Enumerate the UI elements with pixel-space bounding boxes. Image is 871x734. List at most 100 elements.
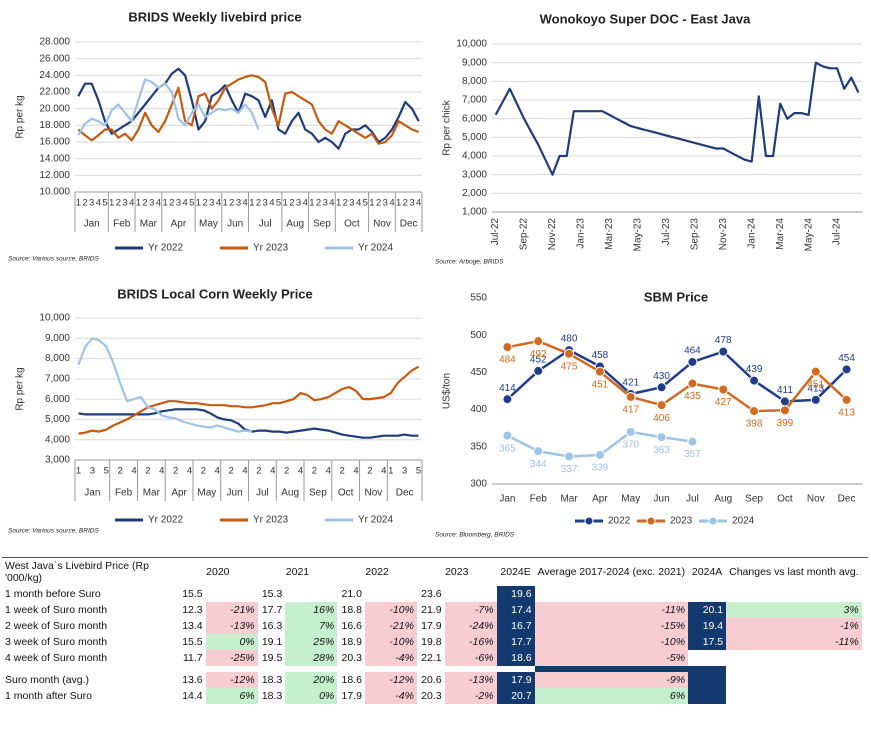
x-tick-label: 2 xyxy=(82,198,87,209)
point-marker xyxy=(749,375,760,386)
point-marker xyxy=(533,365,544,376)
empty-cell xyxy=(206,586,258,602)
x-tick-label: 2 xyxy=(173,466,178,477)
series-line xyxy=(494,61,860,176)
month-label: Jan xyxy=(84,219,100,230)
chart-title: SBM Price xyxy=(644,289,708,304)
spacer-cell xyxy=(688,666,727,672)
x-tick-label: 3 xyxy=(349,198,354,209)
month-label: Jun xyxy=(227,488,243,499)
x-tick-label: 2 xyxy=(340,466,345,477)
x-tick-label: 2 xyxy=(117,466,122,477)
value-cell: 11.7 xyxy=(182,652,203,664)
value-cell: 19.8 xyxy=(421,636,442,648)
mom-change-cell: -1% xyxy=(726,618,862,634)
data-label: 417 xyxy=(622,405,639,416)
x-tick-label: 2 xyxy=(201,466,206,477)
data-label: 451 xyxy=(807,379,824,390)
chart-title: BRIDS Weekly livebird price xyxy=(128,9,301,24)
y-tick-label: 6,000 xyxy=(45,394,70,405)
spacer-cell xyxy=(534,666,689,672)
y-axis-label: US$/ton xyxy=(442,373,453,409)
data-label: 370 xyxy=(622,440,639,451)
legend-label: Yr 2023 xyxy=(253,243,288,254)
series-line xyxy=(77,78,260,136)
data-label: 399 xyxy=(777,418,794,429)
series-line xyxy=(78,408,419,439)
month-label: Aug xyxy=(286,219,304,230)
x-tick-label: 5 xyxy=(363,198,368,209)
source-note: Source: Various source, BRIDS xyxy=(8,256,99,263)
actual-cell xyxy=(688,672,727,688)
x-tick-label: Apr xyxy=(592,494,608,505)
data-label: 484 xyxy=(499,355,516,366)
y-tick-label: 450 xyxy=(470,367,487,378)
x-tick-label: 2 xyxy=(169,198,174,209)
y-tick-label: 500 xyxy=(470,330,487,341)
point-marker xyxy=(533,446,544,457)
change-cell: 0% xyxy=(285,688,338,704)
y-tick-label: 5,000 xyxy=(462,132,487,143)
header-year: 2021 xyxy=(285,566,310,578)
data-label: 337 xyxy=(561,464,578,475)
point-marker xyxy=(687,356,698,367)
actual-cell xyxy=(688,688,727,704)
y-tick-label: 16.000 xyxy=(39,137,70,148)
source-note: Source: Bloomberg, BRIDS xyxy=(435,532,515,539)
header-year: 2022 xyxy=(365,566,389,578)
legend-label: Yr 2024 xyxy=(358,515,393,526)
x-tick-label: 3 xyxy=(122,198,127,209)
mom-change-cell: 3% xyxy=(726,602,862,618)
empty-cell xyxy=(445,586,497,602)
data-label: 413 xyxy=(838,408,855,419)
point-marker xyxy=(779,405,790,416)
x-tick-label: Nov-22 xyxy=(547,218,558,251)
month-label: Aug xyxy=(281,488,299,499)
month-label: Mar xyxy=(143,488,161,499)
actual-cell xyxy=(688,650,726,666)
x-tick-label: Aug xyxy=(714,494,732,505)
x-tick-label: 4 xyxy=(96,198,101,209)
avg-cell: -9% xyxy=(534,672,689,688)
point-marker xyxy=(502,430,513,441)
value-cell: 17.9 xyxy=(421,620,442,632)
legend-marker xyxy=(708,516,718,526)
header-year: 2023 xyxy=(445,566,469,578)
y-tick-label: 18.000 xyxy=(39,120,70,131)
x-tick-label: 3 xyxy=(296,198,301,209)
y-tick-label: 10,000 xyxy=(39,313,70,324)
estimate-cell: 20.7 xyxy=(496,688,535,704)
month-label: Oct xyxy=(344,219,360,230)
header-e2024: 2024E xyxy=(500,566,531,578)
value-cell: 15.3 xyxy=(261,588,283,600)
x-tick-label: 3 xyxy=(209,198,214,209)
point-marker xyxy=(718,384,729,395)
x-tick-label: Jul xyxy=(686,494,699,505)
x-tick-label: 1 xyxy=(136,198,141,209)
x-tick-label: 2 xyxy=(256,466,261,477)
estimate-cell: 17.7 xyxy=(496,634,535,650)
y-tick-label: 5,000 xyxy=(45,414,70,425)
y-tick-label: 10.000 xyxy=(39,187,70,198)
x-tick-label: May-23 xyxy=(633,218,644,252)
month-label: Dec xyxy=(400,219,418,230)
y-tick-label: 4,000 xyxy=(45,434,70,445)
x-tick-label: 4 xyxy=(187,466,192,477)
series-line xyxy=(78,365,420,435)
spacer-cell xyxy=(862,666,868,672)
data-label: 398 xyxy=(746,419,763,430)
x-tick-label: 3 xyxy=(323,198,328,209)
x-tick-label: 4 xyxy=(416,198,421,209)
chart-title: BRIDS Local Corn Weekly Price xyxy=(117,286,313,301)
x-tick-label: 3 xyxy=(89,198,94,209)
value-cell: 18.6 xyxy=(341,674,362,686)
point-marker xyxy=(625,426,636,437)
month-label: Mar xyxy=(140,219,158,230)
data-label: 357 xyxy=(684,449,701,460)
value-cell: 15.5 xyxy=(182,588,203,600)
y-tick-label: 300 xyxy=(470,479,487,490)
point-marker xyxy=(841,364,852,375)
spacer-row xyxy=(2,666,868,672)
x-tick-label: 1 xyxy=(283,198,288,209)
x-tick-label: 4 xyxy=(298,466,303,477)
